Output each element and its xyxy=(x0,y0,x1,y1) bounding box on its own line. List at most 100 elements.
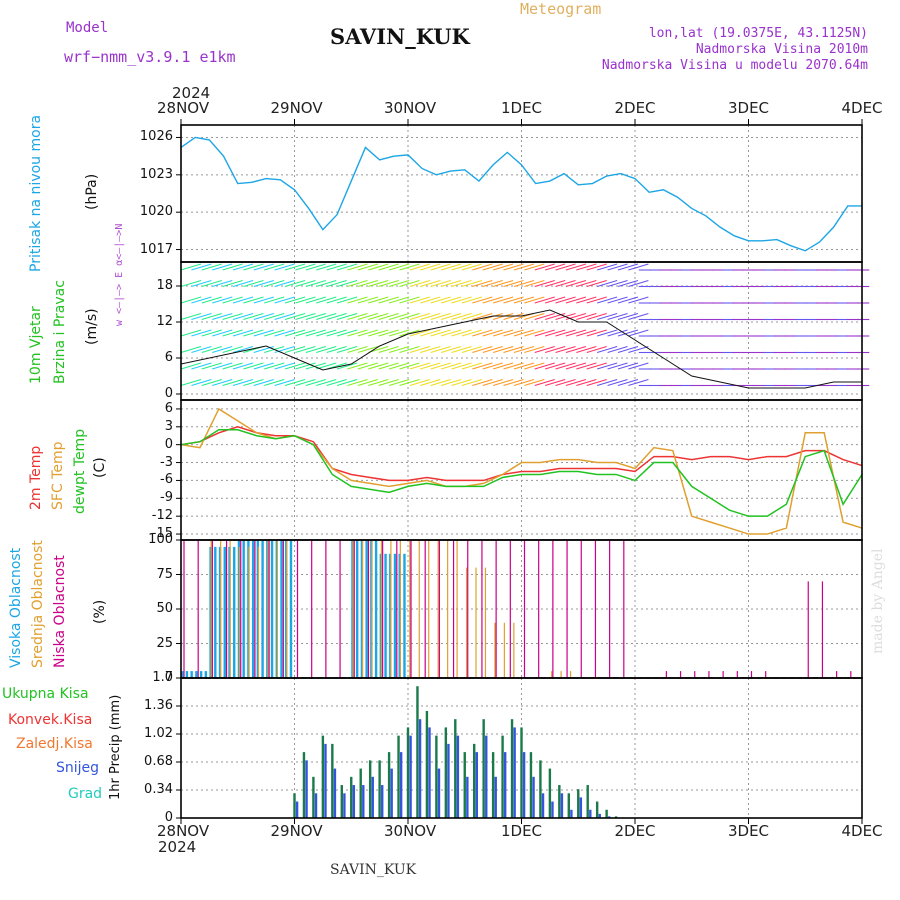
precip-snow-bar xyxy=(570,809,573,818)
wind-barb xyxy=(399,296,420,304)
wind-barb xyxy=(451,378,472,387)
cloud-bar-2 xyxy=(296,540,299,678)
wind-barb xyxy=(409,296,431,304)
wind-barb xyxy=(524,296,545,304)
wind-barb xyxy=(212,312,233,321)
wind-barb xyxy=(378,263,399,271)
wind-barb xyxy=(492,263,514,271)
precip-snow-bar xyxy=(362,785,365,818)
precip-snow-bar xyxy=(314,793,318,818)
wind-barb xyxy=(316,296,337,304)
wind-barb xyxy=(409,279,431,288)
cloud-bar-0 xyxy=(251,540,255,678)
wind-barb xyxy=(388,296,410,304)
precip-snow-bar xyxy=(513,727,516,818)
wind-barb xyxy=(628,345,649,354)
precip-snow-bar xyxy=(418,719,422,818)
model-label: Model xyxy=(66,20,109,36)
wind-barb xyxy=(461,312,483,321)
cloud-bar-2 xyxy=(438,540,440,678)
precip-snow-bar xyxy=(399,752,403,818)
precip-snow-bar xyxy=(295,801,299,818)
wind-barb xyxy=(451,296,472,304)
wind-barb xyxy=(430,279,451,288)
precip-label-2: Konvek.Kisa xyxy=(8,712,93,728)
wind-barb xyxy=(628,378,649,387)
wind-barb xyxy=(357,279,379,288)
wind-barb xyxy=(274,312,295,321)
wind-barb xyxy=(378,345,399,354)
precip-total-bar xyxy=(340,785,343,818)
precip-snow-bar xyxy=(437,768,441,818)
precip-total-bar xyxy=(473,743,476,818)
wind-barb xyxy=(347,312,368,321)
wind-barb xyxy=(368,378,389,387)
wind-barb xyxy=(232,296,254,304)
precip-snow-bar xyxy=(532,776,535,818)
cloud-bar-2 xyxy=(850,671,852,678)
cloud-bar-1 xyxy=(409,540,411,678)
wind-barb xyxy=(430,296,451,304)
wind-barb xyxy=(378,296,399,304)
wind-barb xyxy=(565,329,587,337)
precip-total-bar xyxy=(558,785,561,818)
wind-barb xyxy=(212,345,233,354)
wind-barb xyxy=(503,329,524,337)
wind-barb xyxy=(347,378,368,387)
wind-barb xyxy=(492,345,514,354)
wind-barb xyxy=(565,362,587,370)
wind-barb xyxy=(482,263,503,271)
wind-barb xyxy=(378,329,399,337)
cloud-bar-0 xyxy=(247,540,250,678)
wind-barb xyxy=(316,362,337,370)
pressure-ytick-label: 1026 xyxy=(139,129,173,145)
wind-barb xyxy=(305,378,327,387)
wind-barb xyxy=(368,296,389,304)
wind-barb xyxy=(451,329,472,337)
wind-barb xyxy=(451,345,472,354)
cloud-bar-1 xyxy=(447,540,449,678)
wind-barb xyxy=(232,362,254,370)
wind-barb xyxy=(368,312,389,321)
cloud-ytick-label: 75 xyxy=(156,566,173,582)
wind-barb xyxy=(524,345,545,354)
precip-snow-bar xyxy=(485,735,488,818)
precip-snow-bar xyxy=(343,793,346,818)
wind-barb xyxy=(482,296,503,304)
wind-barb xyxy=(472,362,493,370)
wind-barb xyxy=(232,329,254,337)
wind-barb xyxy=(482,378,503,387)
wind-barb xyxy=(201,362,222,370)
cloud-bar-2 xyxy=(694,671,696,678)
wind-barb xyxy=(357,378,379,387)
wind-barb xyxy=(347,296,368,304)
wind-barb xyxy=(524,378,545,387)
wind-barb xyxy=(440,296,462,304)
precip-snow-bar xyxy=(560,793,564,818)
precip-total-bar xyxy=(312,776,315,818)
cloud-bar-2 xyxy=(467,540,469,678)
cloud-bar-2 xyxy=(836,671,838,678)
wind-barb xyxy=(461,345,483,354)
cloud-bar-2 xyxy=(594,540,597,678)
wind-barb xyxy=(409,312,431,321)
cloud-bar-2 xyxy=(623,540,625,678)
wind-ytick-label: 6 xyxy=(164,350,173,365)
wind-barb xyxy=(534,329,555,337)
wind-barb xyxy=(586,345,607,354)
cloud-bar-1 xyxy=(267,540,269,678)
wind-barb xyxy=(388,345,410,354)
wind-barb xyxy=(378,279,399,288)
cloud-bar-1 xyxy=(418,540,420,678)
wind-barb xyxy=(440,329,462,337)
wind-barb xyxy=(222,296,243,304)
precip-snow-bar xyxy=(352,785,356,818)
wind-barb xyxy=(180,362,202,370)
cloud-bar-0 xyxy=(393,553,397,678)
wind-barb xyxy=(264,296,285,304)
wind-barb xyxy=(295,263,316,271)
cloud-bar-1 xyxy=(352,540,354,678)
wind-barb xyxy=(576,296,597,304)
wind-barb xyxy=(368,279,389,288)
pressure-line xyxy=(180,136,862,252)
